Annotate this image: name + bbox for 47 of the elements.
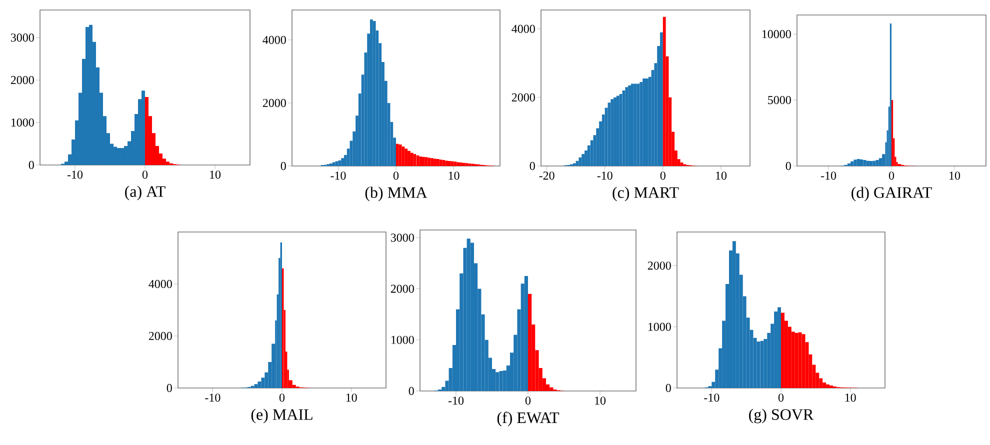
- y-tick-label: 2000: [148, 332, 172, 340]
- y-tick-label: 2000: [512, 93, 535, 102]
- y-tick-label: 2000: [10, 76, 34, 84]
- y-tick-label: 1000: [391, 336, 414, 344]
- y-tick-label: 3000: [10, 34, 34, 42]
- y-tick-label: 4000: [148, 280, 172, 288]
- x-tick-label: 10: [716, 172, 727, 180]
- y-tick-label: 0: [666, 384, 671, 392]
- text: (c) MART: [612, 186, 679, 202]
- y-tick-label: 2000: [648, 262, 671, 270]
- x-tick-label: -10: [330, 172, 346, 180]
- y-tick-label: 1000: [11, 118, 34, 127]
- x-tick-label: -10: [205, 394, 220, 402]
- x-tick-label: -10: [597, 172, 612, 180]
- x-tick-label: -10: [448, 396, 464, 405]
- text: (b) MMA: [365, 186, 428, 202]
- x-tick-label: 10: [346, 394, 357, 402]
- y-tick-label: 0: [28, 160, 34, 170]
- x-tick-label: -10: [704, 394, 720, 402]
- x-tick-label: 0: [142, 170, 148, 179]
- x-tick-label: -20: [539, 172, 554, 180]
- text: (e) MAIL: [251, 408, 312, 424]
- y-tick-label: 4000: [262, 36, 286, 44]
- y-tick-label: 0: [166, 384, 172, 392]
- text: (a) AT: [125, 186, 166, 200]
- y-tick-label: 0: [786, 162, 791, 170]
- x-tick-label: 10: [595, 396, 606, 405]
- text: (g) SOVR: [749, 408, 814, 424]
- y-tick-label: 5000: [768, 96, 791, 104]
- x-tick-label: -10: [820, 172, 836, 180]
- x-tick-label: 0: [888, 172, 894, 180]
- y-tick-label: 4000: [512, 24, 535, 33]
- x-tick-label: 10: [210, 170, 221, 179]
- text: (f) EWAT: [497, 412, 560, 426]
- x-tick-label: 10: [845, 394, 856, 402]
- y-tick-label: 0: [408, 386, 414, 396]
- y-tick-label: 2000: [390, 284, 414, 293]
- x-tick-label: 10: [950, 172, 960, 180]
- text: (d) GAIRAT: [852, 186, 932, 202]
- y-tick-label: 2000: [262, 98, 286, 108]
- y-tick-label: 1000: [648, 322, 671, 331]
- y-tick-label: 10000: [762, 30, 791, 38]
- x-tick-label: -10: [67, 170, 83, 179]
- y-tick-label: 3000: [390, 234, 414, 242]
- x-tick-label: 10: [448, 172, 460, 180]
- y-tick-label: 0: [280, 162, 286, 170]
- y-tick-label: 0: [530, 162, 535, 170]
